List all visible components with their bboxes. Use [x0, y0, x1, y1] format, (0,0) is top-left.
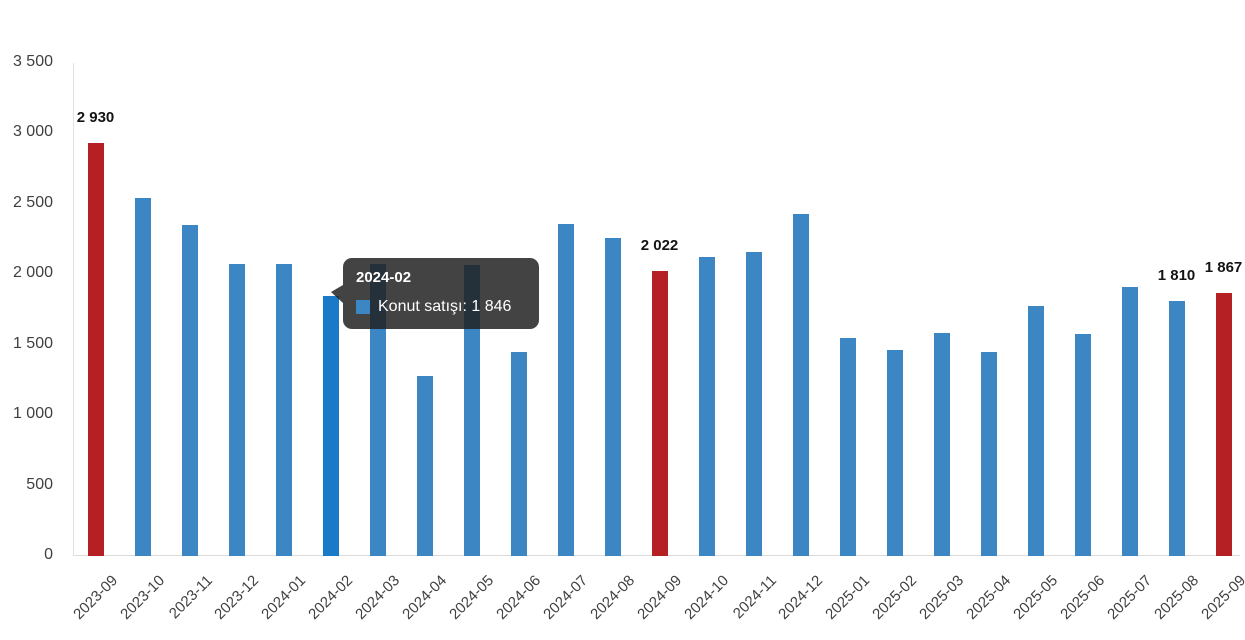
- bar-2024-01[interactable]: [275, 263, 292, 556]
- x-axis-tick-label: 2023-11: [165, 572, 216, 623]
- bar-2025-07[interactable]: [1121, 286, 1138, 556]
- bar-2024-09[interactable]: [651, 271, 668, 556]
- bar-2024-03[interactable]: [369, 264, 386, 556]
- x-axis-tick-label: 2024-08: [587, 572, 639, 623]
- x-axis-tick-label: 2023-10: [117, 572, 169, 623]
- x-axis-tick-label: 2025-06: [1057, 572, 1109, 623]
- bar-2024-04[interactable]: [416, 375, 433, 556]
- x-axis-tick-label: 2024-12: [775, 572, 827, 623]
- bar-2025-03[interactable]: [933, 333, 950, 556]
- bar-2024-06[interactable]: [510, 352, 527, 556]
- y-axis-tick-label: 2 500: [12, 193, 53, 211]
- x-axis-tick-label: 2024-11: [729, 572, 780, 623]
- x-axis-tick-label: 2025-08: [1151, 572, 1203, 623]
- y-axis-tick-label: 500: [26, 475, 53, 493]
- tooltip: 2024-02 Konut satışı: 1 846: [331, 258, 539, 329]
- x-axis-tick-label: 2023-12: [211, 572, 263, 623]
- bar-2025-09[interactable]: [1215, 293, 1232, 556]
- x-axis-tick-label: 2025-02: [869, 572, 921, 623]
- bar-value-label: 1 810: [1157, 267, 1196, 285]
- bar-2024-12[interactable]: [792, 214, 809, 556]
- x-axis-tick-label: 2024-06: [493, 572, 545, 623]
- x-axis-tick-label: 2024-01: [258, 572, 310, 623]
- bar-2025-01[interactable]: [839, 337, 856, 556]
- x-axis-tick-label: 2024-10: [681, 572, 733, 623]
- bar-2024-02[interactable]: [322, 295, 339, 556]
- bar-value-label: 2 930: [76, 109, 115, 127]
- y-axis-tick-label: 1 500: [12, 334, 53, 352]
- bar-2023-11[interactable]: [181, 224, 198, 556]
- y-axis-tick-label: 0: [44, 546, 53, 563]
- x-axis-tick-label: 2025-09: [1198, 572, 1245, 623]
- x-axis-tick-label: 2024-09: [634, 572, 686, 623]
- bar-2024-11[interactable]: [745, 252, 762, 556]
- tooltip-arrow-icon: [331, 285, 343, 303]
- tooltip-series-row: Konut satışı: 1 846: [356, 296, 526, 317]
- bar-2024-10[interactable]: [698, 256, 715, 556]
- bar-2024-07[interactable]: [557, 224, 574, 556]
- x-axis-tick-label: 2024-02: [305, 572, 357, 623]
- x-axis-tick-label: 2025-04: [963, 572, 1015, 623]
- bar-value-label: 2 022: [640, 237, 679, 255]
- x-axis-tick-label: 2025-01: [822, 572, 874, 623]
- bar-value-label: 1 867: [1204, 259, 1243, 277]
- series-marker-icon: [356, 299, 370, 314]
- y-axis-tick-label: 2 000: [12, 264, 53, 282]
- bar-2025-08[interactable]: [1168, 301, 1185, 556]
- x-axis-tick-label: 2025-05: [1010, 572, 1062, 623]
- x-axis-tick-label: 2024-04: [399, 572, 451, 623]
- bar-2025-04[interactable]: [980, 352, 997, 556]
- bar-2025-06[interactable]: [1074, 334, 1091, 556]
- y-axis-tick-label: 3 500: [12, 53, 53, 70]
- bar-2023-12[interactable]: [228, 263, 245, 556]
- bar-2025-02[interactable]: [886, 349, 903, 556]
- x-axis-tick-label: 2024-03: [352, 572, 404, 623]
- x-axis-tick-label: 2025-07: [1104, 572, 1156, 623]
- x-axis-tick-label: 2023-09: [70, 572, 122, 623]
- y-axis-tick-label: 1 000: [12, 405, 53, 423]
- bar-2023-10[interactable]: [134, 198, 151, 556]
- x-axis-tick-label: 2024-05: [446, 572, 498, 623]
- bar-2024-05[interactable]: [463, 265, 480, 556]
- tooltip-value: Konut satışı: 1 846: [378, 298, 512, 315]
- bar-2024-08[interactable]: [604, 237, 621, 556]
- x-axis-tick-label: 2024-07: [540, 572, 592, 623]
- bar-2025-05[interactable]: [1027, 305, 1044, 556]
- x-axis-tick-label: 2025-03: [916, 572, 968, 623]
- y-axis-tick-label: 3 000: [12, 123, 53, 141]
- bar-2023-09[interactable]: [87, 143, 104, 556]
- tooltip-title: 2024-02: [356, 269, 412, 286]
